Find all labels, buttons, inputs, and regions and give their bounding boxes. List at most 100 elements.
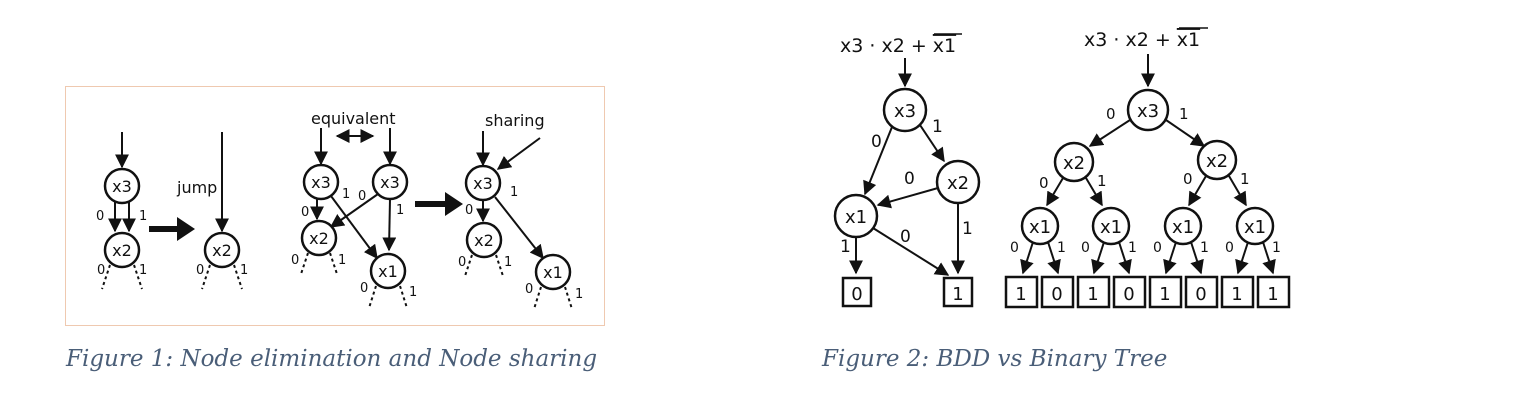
node-x2	[203, 231, 241, 269]
edge-dashed	[300, 252, 309, 275]
node-label: x1	[1029, 217, 1051, 238]
node-label: x1	[845, 207, 867, 228]
equivalent-label: equivalent	[311, 109, 396, 128]
figure-1-frame	[65, 86, 605, 326]
edge	[1163, 241, 1177, 275]
edge-dashed	[101, 264, 111, 290]
edge-label-1: 1	[510, 185, 518, 200]
edge-label-0: 0	[900, 227, 911, 247]
edge-label-1: 1	[1057, 240, 1066, 256]
figure-1-caption: Figure 1: Node elimination and Node shar…	[66, 346, 598, 372]
edge-label-0: 0	[458, 255, 466, 270]
edge-label-0: 0	[1183, 170, 1193, 188]
edge-dashed	[133, 264, 143, 290]
node-x3-label: x3	[112, 177, 132, 196]
edge-label-1: 1	[1097, 172, 1107, 190]
edge-label-1: 1	[504, 255, 512, 270]
leaf-label: 0	[1195, 284, 1206, 305]
bdd-formula-negated: x1	[933, 35, 956, 57]
edge	[1088, 119, 1131, 147]
edge-dashed	[495, 254, 504, 277]
node-label: x1	[1172, 217, 1194, 238]
edge-label-1: 1	[409, 285, 417, 300]
bdd-node-x3	[882, 87, 928, 133]
leaf-label: 1	[1159, 284, 1170, 305]
tree-formula: x3 · x2 + x1	[1084, 29, 1200, 51]
panel-original: x3 0 1 x2 0 1	[96, 132, 147, 290]
edge	[1118, 241, 1132, 275]
tree-node-x1	[1091, 206, 1131, 246]
edge-label-0: 0	[97, 263, 105, 278]
edge-label-0: 0	[904, 169, 915, 189]
leaf-label: 1	[1087, 284, 1098, 305]
panel-node-elimination: jump x2 0 1	[176, 132, 248, 290]
edge-label-1: 1	[962, 219, 973, 239]
edge-label-0: 0	[1106, 105, 1116, 123]
node-x1	[534, 253, 572, 291]
edge-dashed	[399, 285, 408, 309]
node-label: x2	[1063, 153, 1085, 174]
node-x2-label: x2	[474, 231, 494, 250]
tree-formula-negated: x1	[1177, 29, 1200, 51]
edge-dashed	[329, 252, 338, 275]
edge-label-0: 0	[525, 282, 533, 297]
edge-x3-x2-0	[329, 193, 379, 228]
jump-label: jump	[176, 178, 217, 197]
leaf-box	[1256, 275, 1291, 309]
tree-leaves: 1 0 1 0 1 0 1 1	[1004, 275, 1291, 309]
leaf-box	[1184, 275, 1219, 309]
node-x2-label: x2	[112, 241, 132, 260]
node-label: x2	[947, 173, 969, 194]
tree-node-x3	[1126, 88, 1170, 132]
node-x3-label: x3	[380, 173, 400, 192]
panel-node-sharing: sharing x3 0 1 x2 0 1 x1 0 1	[458, 111, 583, 310]
node-x1-label: x1	[543, 263, 563, 282]
tree-node-x1	[1235, 206, 1275, 246]
transform-arrow	[149, 217, 195, 241]
edge-label-1: 1	[338, 253, 346, 268]
leaf-box	[1004, 275, 1039, 309]
binary-tree-diagram: x3 · x2 + x1 x3 0 1 x2 x2 0 1 0 1 x1 x1 …	[1004, 27, 1291, 309]
edge-x3-x1-0	[863, 126, 893, 196]
edge-label-0: 0	[1039, 174, 1049, 192]
terminal-label: 1	[952, 284, 963, 305]
node-label: x1	[1100, 217, 1122, 238]
leaf-label: 1	[1015, 284, 1026, 305]
edge-dashed	[233, 264, 243, 290]
edge-label-1: 1	[1128, 240, 1137, 256]
edge	[1091, 241, 1105, 275]
tree-node-x1	[1163, 206, 1203, 246]
edge-dashed	[564, 286, 573, 310]
node-label: x2	[1206, 151, 1228, 172]
edge-label-0: 0	[360, 281, 368, 296]
leaf-box	[1220, 275, 1255, 309]
figure-1-diagram: x3 0 1 x2 0 1 jump x2 0 1 equivalent x3 …	[96, 109, 583, 310]
edge-dashed	[368, 285, 377, 309]
node-x2	[300, 219, 338, 257]
leaf-box	[1148, 275, 1183, 309]
edge-label-0: 0	[1010, 240, 1019, 256]
node-x2-label: x2	[212, 241, 232, 260]
edge-label-0: 0	[1153, 240, 1162, 256]
edge-label-0: 0	[196, 263, 204, 278]
edge-label-1: 1	[139, 263, 147, 278]
edge-x2-x1-0	[876, 187, 939, 209]
node-x3-left	[302, 163, 340, 201]
edge-label-1: 1	[396, 203, 404, 218]
edge-label-0: 0	[96, 209, 104, 224]
node-x1-label: x1	[378, 262, 398, 281]
tree-node-x1	[1020, 206, 1060, 246]
edge-label-1: 1	[1272, 240, 1281, 256]
node-x3-label: x3	[311, 173, 331, 192]
terminal-label: 0	[851, 284, 862, 305]
edge-label-1: 1	[139, 209, 147, 224]
edge-label-0: 0	[301, 205, 309, 220]
edge-dashed	[464, 254, 473, 277]
edge-x3-x1-1	[382, 198, 397, 252]
node-x3	[103, 167, 141, 205]
transform-arrow	[415, 192, 463, 216]
panel-equivalent: equivalent x3 x3 0 1 0 1 x2 0 1 x1 0 1	[291, 109, 417, 309]
leaf-box	[1040, 275, 1075, 309]
edge-dashed	[533, 286, 542, 310]
edge	[1262, 241, 1276, 275]
